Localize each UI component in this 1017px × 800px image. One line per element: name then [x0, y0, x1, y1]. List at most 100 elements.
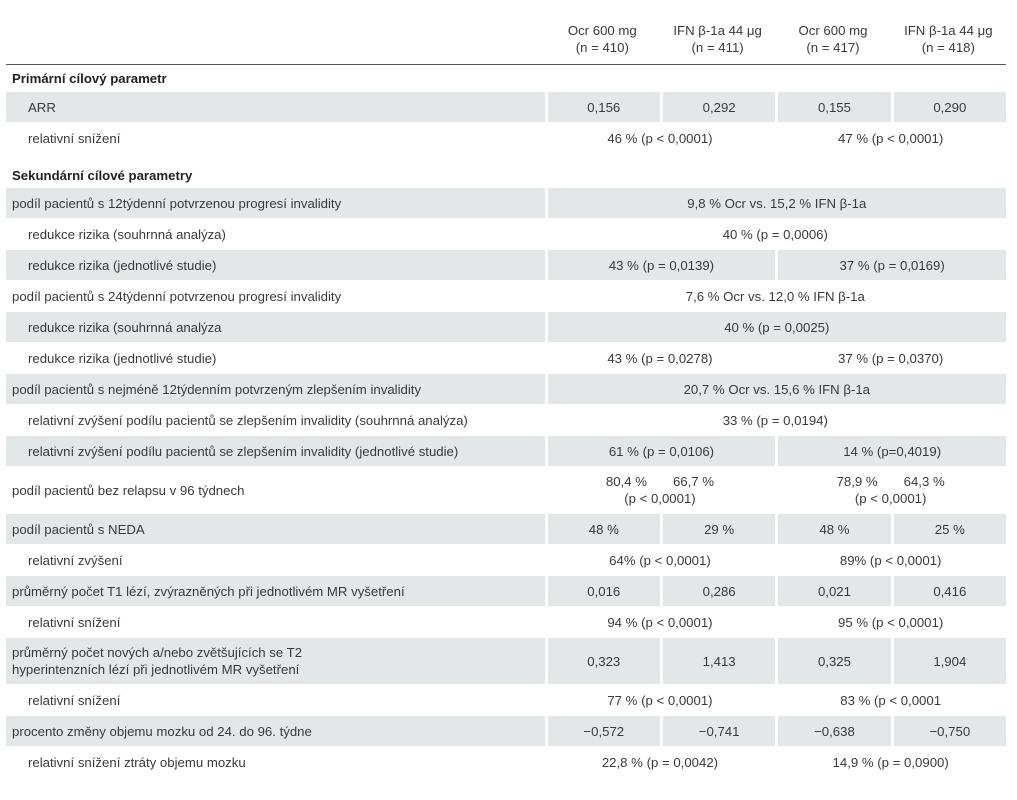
cell-value: 14 % (p=0,4019)	[775, 436, 1006, 467]
header-ocr-1: Ocr 600 mg (n = 410)	[544, 14, 660, 65]
cell-value: 95 % (p < 0,0001)	[775, 607, 1006, 638]
table-row: relativní zvýšení 64% (p < 0,0001) 89% (…	[6, 545, 1006, 576]
cell-value: 46 % (p < 0,0001)	[544, 123, 776, 154]
table-row: redukce rizika (souhrnná analýza 40 % (p…	[6, 312, 1006, 343]
table-row: podíl pacientů s nejméně 12týdenním potv…	[6, 374, 1006, 405]
cell-value: 83 % (p < 0,0001	[775, 685, 1006, 716]
cell-value: 61 % (p = 0,0106)	[544, 436, 776, 467]
results-table: Ocr 600 mg (n = 410) IFN β-1a 44 μg (n =…	[6, 14, 1006, 778]
cell-value-group: 78,9 % 64,3 % (p < 0,0001)	[775, 467, 1006, 514]
header-blank	[6, 14, 545, 65]
table-row: ARR 0,156 0,292 0,155 0,290	[6, 92, 1006, 123]
header-ifn-2: IFN β-1a 44 μg (n = 418)	[890, 14, 1006, 65]
cell-value-group: 80,4 % 66,7 % (p < 0,0001)	[544, 467, 776, 514]
row-label: podíl pacientů s 12týdenní potvrzenou pr…	[6, 188, 545, 219]
cell-value: 14,9 % (p = 0,0900)	[775, 747, 1006, 778]
p-value: (p < 0,0001)	[854, 491, 927, 506]
cell-value: 89% (p < 0,0001)	[775, 545, 1006, 576]
row-label: podíl pacientů s NEDA	[6, 514, 545, 545]
table-row: průměrný počet nových a/nebo zvětšujícíc…	[6, 638, 1006, 685]
table-row: redukce rizika (souhrnná analýza) 40 % (…	[6, 219, 1006, 250]
row-label: relativní snížení	[6, 607, 545, 638]
cell-value: 40 % (p = 0,0025)	[544, 312, 1006, 343]
row-label: redukce rizika (souhrnná analýza)	[6, 219, 545, 250]
table-row: relativní snížení 94 % (p < 0,0001) 95 %…	[6, 607, 1006, 638]
cell-value: 20,7 % Ocr vs. 15,6 % IFN β-1a	[544, 374, 1006, 405]
row-label: průměrný počet nových a/nebo zvětšujícíc…	[6, 638, 545, 685]
table-row: průměrný počet T1 lézí, zvýrazněných při…	[6, 576, 1006, 607]
table-row: relativní snížení ztráty objemu mozku 22…	[6, 747, 1006, 778]
row-label: redukce rizika (souhrnná analýza	[6, 312, 545, 343]
table-row: relativní zvýšení podílu pacientů se zle…	[6, 436, 1006, 467]
cell-value: 7,6 % Ocr vs. 12,0 % IFN β-1a	[544, 281, 1006, 312]
cell-value: 0,325	[775, 638, 891, 685]
row-label: podíl pacientů s nejméně 12týdenním potv…	[6, 374, 545, 405]
cell-value: 77 % (p < 0,0001)	[544, 685, 776, 716]
row-label: procento změny objemu mozku od 24. do 96…	[6, 716, 545, 747]
cell-value: 0,155	[775, 92, 891, 123]
row-label: relativní snížení	[6, 685, 545, 716]
cell-value: 25 %	[890, 514, 1006, 545]
cell-value: 94 % (p < 0,0001)	[544, 607, 776, 638]
table-row: relativní snížení 77 % (p < 0,0001) 83 %…	[6, 685, 1006, 716]
cell-value: 1,904	[890, 638, 1006, 685]
cell-value: 22,8 % (p = 0,0042)	[544, 747, 776, 778]
cell-value: −0,741	[659, 716, 776, 747]
row-label: ARR	[6, 92, 545, 123]
table-row: procento změny objemu mozku od 24. do 96…	[6, 716, 1006, 747]
row-label: průměrný počet T1 lézí, zvýrazněných při…	[6, 576, 545, 607]
section-primary: Primární cílový parametr	[6, 65, 1006, 92]
row-label-line: hyperintenzních lézí při jednotlivém MR …	[12, 662, 300, 677]
cell-value: 0,156	[544, 92, 660, 123]
cell-value: 43 % (p = 0,0278)	[544, 343, 776, 374]
row-label: redukce rizika (jednotlivé studie)	[6, 343, 545, 374]
header-ifn-1: IFN β-1a 44 μg (n = 411)	[659, 14, 776, 65]
row-label: relativní zvýšení	[6, 545, 545, 576]
cell-value: 29 %	[659, 514, 776, 545]
cell-value: −0,750	[890, 716, 1006, 747]
row-label: relativní zvýšení podílu pacientů se zle…	[6, 436, 545, 467]
section-title: Sekundární cílové parametry	[12, 167, 193, 183]
table-row: redukce rizika (jednotlivé studie) 43 % …	[6, 343, 1006, 374]
table-row: relativní zvýšení podílu pacientů se zle…	[6, 405, 1006, 436]
p-value: (p < 0,0001)	[624, 491, 696, 506]
row-label-line: průměrný počet nových a/nebo zvětšujícíc…	[12, 645, 303, 660]
header-row: Ocr 600 mg (n = 410) IFN β-1a 44 μg (n =…	[6, 14, 1006, 65]
header-ocr-2: Ocr 600 mg (n = 417)	[775, 14, 891, 65]
row-label: podíl pacientů bez relapsu v 96 týdnech	[6, 467, 545, 514]
cell-value: 33 % (p = 0,0194)	[544, 405, 1006, 436]
row-label: relativní zvýšení podílu pacientů se zle…	[6, 405, 545, 436]
row-label: redukce rizika (jednotlivé studie)	[6, 250, 545, 281]
row-label: relativní snížení ztráty objemu mozku	[6, 747, 545, 778]
cell-value: 64,3 %	[903, 474, 945, 489]
cell-value: −0,572	[544, 716, 660, 747]
cell-value: 0,416	[890, 576, 1006, 607]
cell-value: 37 % (p = 0,0169)	[775, 250, 1006, 281]
table-row: relativní snížení 46 % (p < 0,0001) 47 %…	[6, 123, 1006, 154]
cell-value: 0,016	[544, 576, 660, 607]
table-row: podíl pacientů s 24týdenní potvrzenou pr…	[6, 281, 1006, 312]
cell-value: 0,323	[544, 638, 660, 685]
cell-value: 9,8 % Ocr vs. 15,2 % IFN β-1a	[544, 188, 1006, 219]
cell-value: 48 %	[775, 514, 891, 545]
cell-value: 47 % (p < 0,0001)	[775, 123, 1006, 154]
row-label: relativní snížení	[6, 123, 545, 154]
cell-value: 40 % (p = 0,0006)	[544, 219, 1006, 250]
section-title: Primární cílový parametr	[12, 71, 167, 86]
cell-value: 37 % (p = 0,0370)	[775, 343, 1006, 374]
cell-value: 1,413	[659, 638, 776, 685]
table-row: redukce rizika (jednotlivé studie) 43 % …	[6, 250, 1006, 281]
cell-value: 48 %	[544, 514, 660, 545]
table-row: podíl pacientů bez relapsu v 96 týdnech …	[6, 467, 1006, 514]
cell-value: 0,286	[659, 576, 776, 607]
section-secondary: Sekundární cílové parametry	[6, 162, 1006, 188]
table-row: podíl pacientů s 12týdenní potvrzenou pr…	[6, 188, 1006, 219]
row-label: podíl pacientů s 24týdenní potvrzenou pr…	[6, 281, 545, 312]
cell-value: 78,9 %	[836, 474, 878, 489]
cell-value: 0,290	[890, 92, 1006, 123]
cell-value: 0,292	[659, 92, 776, 123]
cell-value: 0,021	[775, 576, 891, 607]
cell-value: 66,7 %	[672, 474, 715, 489]
cell-value: −0,638	[775, 716, 891, 747]
cell-value: 80,4 %	[605, 474, 647, 489]
